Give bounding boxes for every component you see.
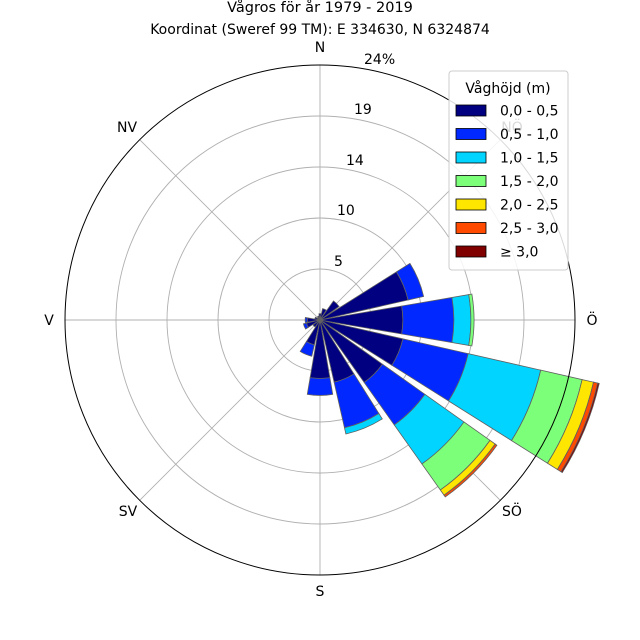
legend-label: 2,5 - 3,0 [500, 221, 558, 237]
direction-label-o: Ö [586, 311, 597, 329]
legend-label: 2,0 - 2,5 [500, 198, 558, 214]
radial-tick-label: 10 [337, 203, 355, 219]
outer-frame [64, 64, 576, 576]
direction-label-nv: NV [117, 120, 137, 136]
legend: Våghöjd (m) 0,0 - 0,5 0,5 - 1,0 1,0 - 1,5 1… [448, 70, 569, 271]
wave-rose-bars [299, 262, 600, 498]
rose-segment [451, 294, 472, 346]
legend-label: ≥ 3,0 [500, 245, 538, 261]
direction-label-v: V [44, 313, 54, 329]
chart-subtitle: Koordinat (Sweref 99 TM): E 334630, N 63… [150, 22, 490, 38]
legend-frame [448, 70, 569, 271]
radial-tick-label: 24% [364, 52, 395, 68]
legend-label: 0,5 - 1,0 [500, 127, 558, 143]
legend-label: 0,0 - 0,5 [500, 104, 558, 120]
legend-swatch [455, 128, 487, 140]
rose-segment [443, 443, 498, 498]
legend-swatch [455, 175, 487, 187]
radial-tick-label: 14 [346, 153, 364, 169]
rose-segment [560, 382, 600, 474]
legend-label: 1,5 - 2,0 [500, 174, 558, 190]
rose-segment [401, 296, 455, 344]
rose-segment [319, 300, 340, 321]
rose-segment [468, 293, 475, 347]
legend-label: 1,0 - 1,5 [500, 151, 558, 167]
legend-items: 0,0 - 0,5 0,5 - 1,0 1,0 - 1,5 1,5 - 2,0 2,0 … [455, 104, 558, 261]
rose-segment [344, 412, 383, 435]
legend-swatch [455, 104, 487, 117]
radial-tick-label: 19 [354, 102, 372, 118]
legend-swatch [455, 151, 487, 164]
direction-label-sv: SV [119, 504, 138, 520]
legend-title: Våghöjd (m) [465, 80, 550, 97]
legend-swatch [455, 245, 487, 258]
chart-title: Vågros för år 1979 - 2019 [227, 0, 413, 16]
legend-swatch [455, 222, 487, 234]
radial-tick-label: 5 [334, 254, 343, 270]
direction-label-n: N [315, 40, 325, 56]
rose-segment [304, 317, 308, 323]
rose-segment [299, 341, 315, 357]
legend-swatch [455, 198, 487, 211]
rose-segment [302, 322, 309, 330]
radial-tick-labels: 5 10 14 19 24% [334, 52, 395, 270]
rose-segment [306, 377, 334, 396]
direction-label-s: S [316, 584, 325, 600]
rose-segment [395, 262, 425, 301]
direction-label-so: SÖ [502, 502, 522, 520]
rose-segment [319, 308, 327, 321]
